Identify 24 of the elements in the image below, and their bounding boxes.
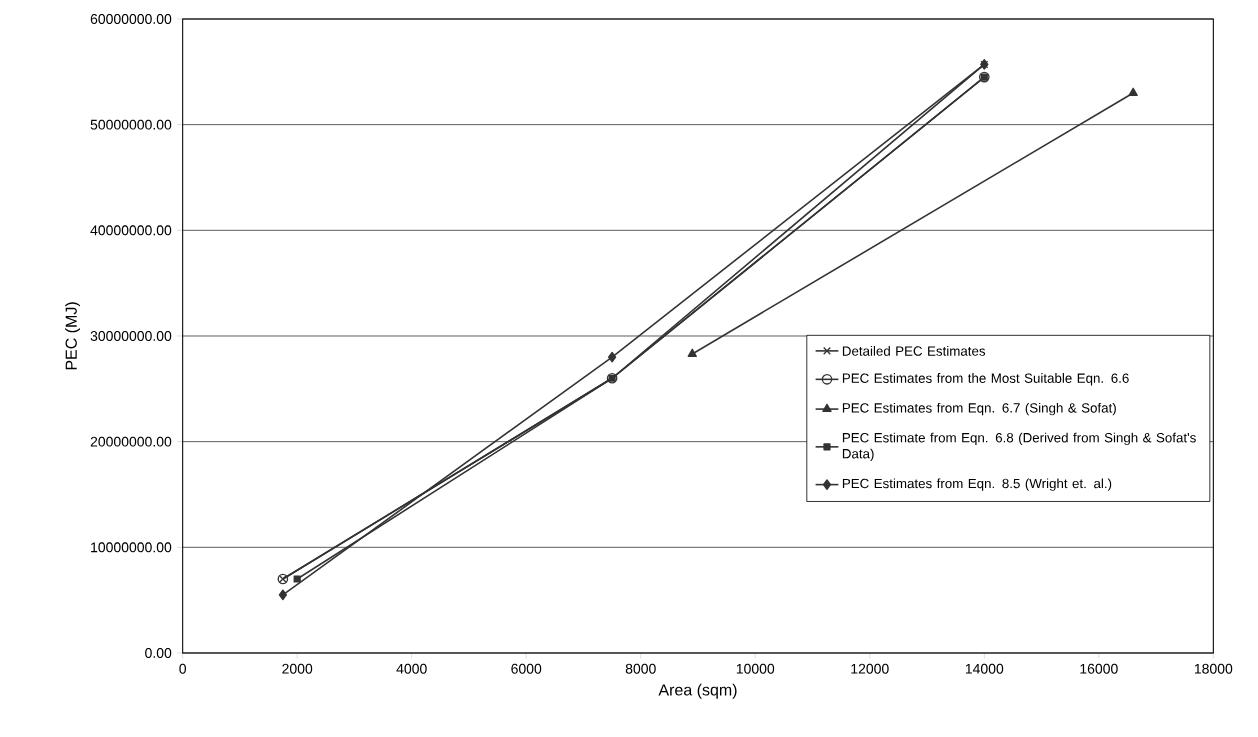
x-tick-label: 8000	[625, 663, 656, 674]
x-tick-label: 6000	[511, 663, 542, 674]
x-tick-label: 10000	[736, 663, 775, 674]
x-tick-label: 4000	[396, 663, 427, 674]
y-axis-title: PEC (MJ)	[65, 302, 81, 370]
x-tick-label: 0	[179, 663, 187, 674]
legend-label: Detailed PEC Estimates	[842, 346, 986, 356]
x-axis-title: Area (sqm)	[658, 683, 737, 699]
y-tick-label: 40000000.00	[90, 225, 172, 236]
x-tick-label: 18000	[1194, 663, 1233, 674]
x-tick-label: 12000	[851, 663, 889, 674]
y-tick-label: 10000000.00	[91, 542, 172, 553]
x-tick-label: 16000	[1080, 663, 1118, 674]
legend-label: PEC Estimates from Eqn. 6.7 (Singh & Sofat)	[842, 402, 1116, 416]
y-tick-label: 50000000.00	[90, 119, 172, 130]
y-tick-label: 20000000.00	[90, 436, 172, 447]
legend-label: PEC Estimates from Eqn. 8.5 (Wright et. al.)	[842, 478, 1112, 491]
x-tick-label: 2000	[282, 663, 313, 674]
legend-label: PEC Estimates from the Most Suitable Eqn. 6.6	[842, 373, 1129, 386]
x-tick-label: 14000	[965, 663, 1004, 674]
y-tick-label: 60000000.00	[90, 14, 172, 24]
y-tick-label: 30000000.00	[90, 331, 172, 341]
y-tick-label: 0.00	[145, 648, 172, 658]
legend-label: PEC Estimate from Eqn. 6.8 (Derived from Singh & Sofat's Data)	[842, 432, 1196, 462]
